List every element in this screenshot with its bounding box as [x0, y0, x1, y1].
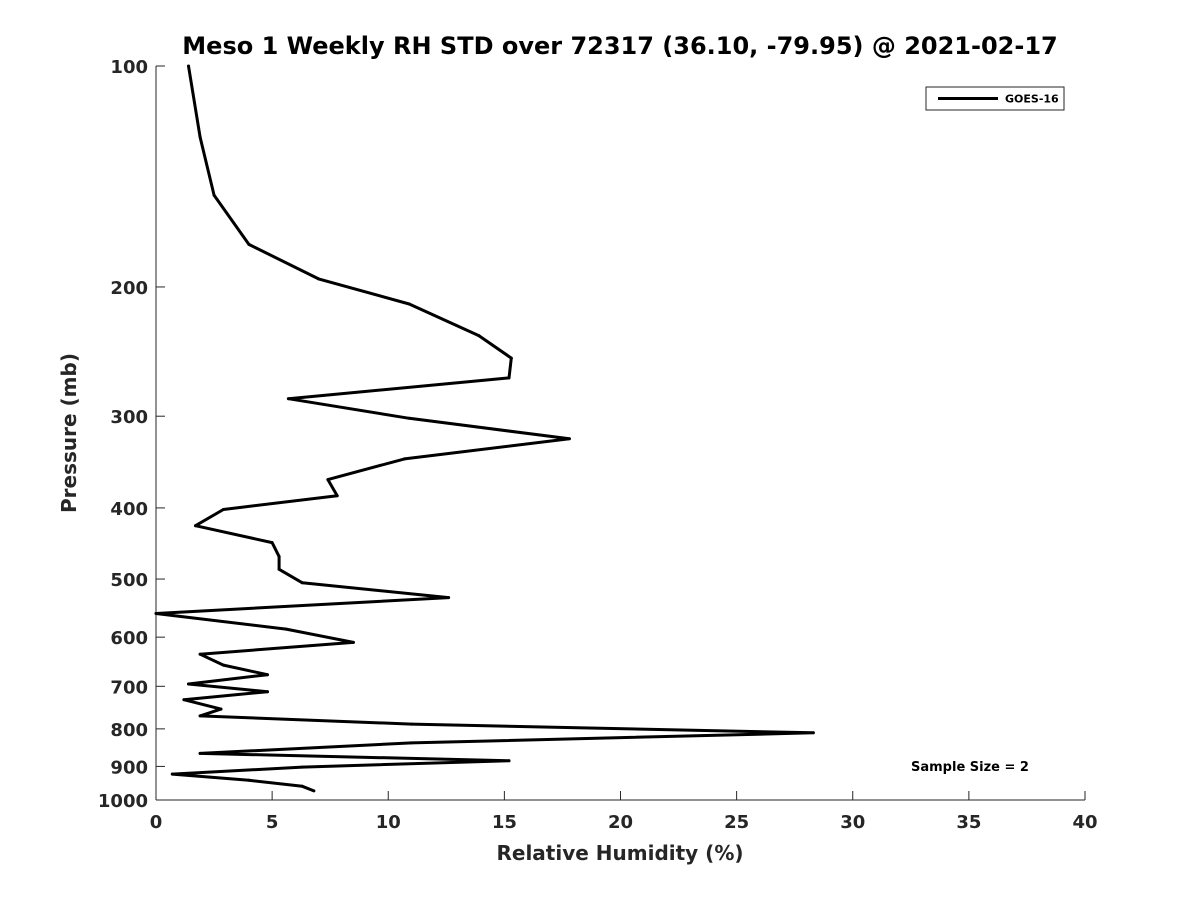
y-axis-label: Pressure (mb) [57, 353, 81, 513]
data-point [182, 698, 186, 702]
data-point [266, 690, 269, 694]
data-point [221, 663, 225, 667]
chart-title: Meso 1 Weekly RH STD over 72317 (36.10, … [182, 32, 1057, 60]
data-point [326, 478, 330, 482]
data-point [247, 778, 251, 782]
data-point [212, 193, 216, 197]
data-point [509, 356, 513, 360]
data-point [507, 759, 511, 763]
x-tick-label: 40 [1072, 812, 1097, 833]
data-point [277, 555, 281, 559]
data-point [335, 494, 339, 498]
x-tick-label: 15 [492, 812, 517, 833]
data-point [198, 652, 202, 656]
data-point [477, 334, 481, 338]
y-tick-label: 300 [110, 407, 148, 428]
data-point [219, 707, 223, 711]
data-point [811, 731, 815, 735]
x-tick-label: 25 [724, 812, 749, 833]
data-point [410, 741, 413, 745]
data-point [312, 789, 316, 793]
data-point [403, 457, 406, 461]
y-tick-label: 900 [110, 757, 148, 778]
x-tick-label: 30 [840, 812, 865, 833]
data-point [170, 772, 174, 776]
data-point [284, 627, 288, 631]
data-point [447, 596, 451, 600]
y-tick-label: 500 [110, 570, 148, 591]
y-tick-label: 700 [110, 677, 148, 698]
legend: GOES-16 [925, 86, 1065, 111]
data-point [187, 64, 190, 68]
series-points [154, 64, 815, 793]
data-point [270, 541, 274, 545]
data-point [154, 612, 158, 615]
x-axis-ticks: 0 5 10 15 20 25 30 35 40 [150, 791, 1098, 833]
y-tick-label: 800 [110, 720, 148, 741]
data-point [507, 376, 511, 380]
data-point [407, 302, 411, 306]
data-point [266, 673, 269, 677]
data-point [198, 751, 202, 755]
data-point [198, 714, 202, 718]
data-point [277, 567, 281, 571]
y-tick-label: 200 [110, 278, 148, 299]
data-point [286, 397, 290, 401]
series-line-goes-16 [154, 65, 815, 793]
data-point [194, 524, 197, 528]
data-point [317, 277, 321, 281]
x-tick-label: 35 [956, 812, 981, 833]
x-tick-label: 5 [266, 812, 279, 833]
x-tick-label: 20 [608, 812, 633, 833]
x-axis-label: Relative Humidity (%) [496, 841, 743, 865]
y-tick-label: 100 [110, 57, 148, 78]
data-point [300, 784, 304, 788]
y-tick-label: 1000 [98, 791, 148, 812]
data-point [410, 722, 413, 726]
x-tick-label: 10 [376, 812, 401, 833]
data-point [247, 242, 251, 246]
data-point [567, 437, 571, 441]
data-point [198, 135, 202, 139]
sample-size-annotation: Sample Size = 2 [911, 760, 1029, 775]
y-axis-ticks: 100 200 300 400 500 600 700 800 900 1000 [98, 57, 165, 812]
x-tick-label: 0 [150, 812, 163, 833]
y-tick-label: 600 [110, 628, 148, 649]
data-point [187, 682, 190, 686]
data-point [351, 640, 355, 644]
data-point [407, 416, 411, 420]
data-point [300, 581, 304, 585]
legend-label-goes-16: GOES-16 [1005, 93, 1059, 106]
y-tick-label: 400 [110, 499, 148, 520]
data-point [300, 765, 304, 769]
data-point [221, 508, 225, 511]
